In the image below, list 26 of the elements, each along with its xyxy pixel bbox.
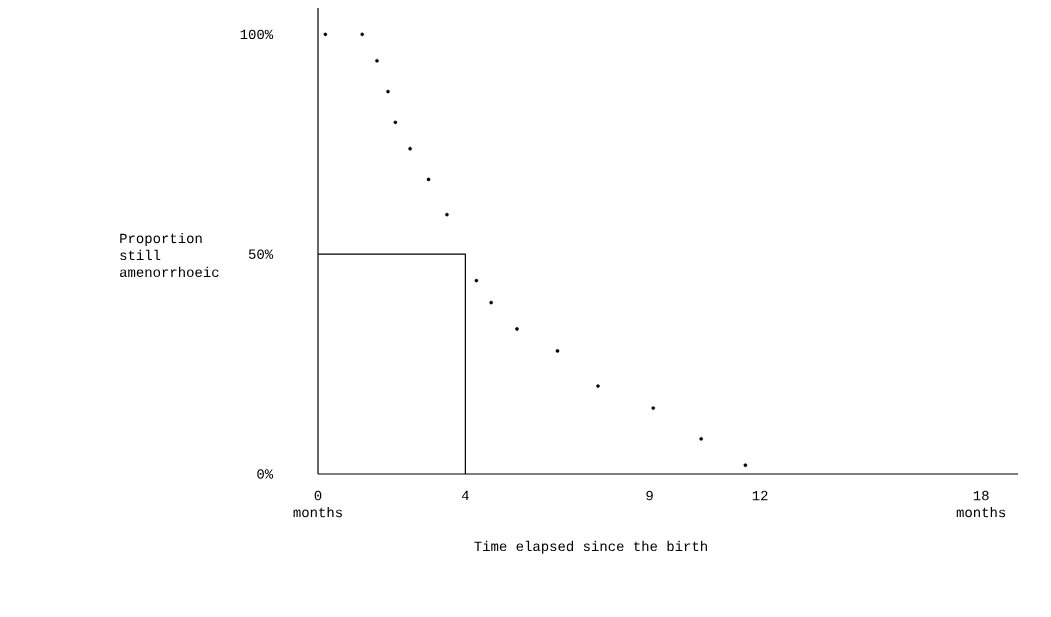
point	[426, 177, 431, 182]
y-tick-label: 0%	[257, 469, 274, 479]
point	[408, 146, 412, 151]
y-tick-label: 100%	[240, 29, 274, 40]
point	[474, 278, 479, 283]
point	[386, 89, 390, 94]
point	[445, 212, 449, 217]
x-tick-label: 9	[646, 490, 653, 501]
point	[743, 463, 748, 467]
point	[651, 406, 656, 410]
x-axis-title: Time elapsed since the birth	[474, 540, 707, 554]
point	[375, 58, 379, 63]
point	[596, 384, 600, 388]
point	[489, 300, 493, 305]
point	[555, 349, 560, 353]
x-tick-label: 18 months	[956, 490, 1006, 518]
point	[699, 437, 703, 441]
x-tick-label: 12	[752, 490, 768, 501]
x-tick-label: 0 months	[293, 490, 342, 518]
point	[393, 120, 398, 125]
point	[515, 327, 519, 331]
y-tick-label: 50%	[248, 249, 274, 259]
y-axis-title: Proportion still amenorrhoeic	[120, 232, 219, 278]
x-tick-label: 4	[461, 490, 469, 501]
point	[360, 32, 365, 37]
point	[323, 32, 328, 37]
